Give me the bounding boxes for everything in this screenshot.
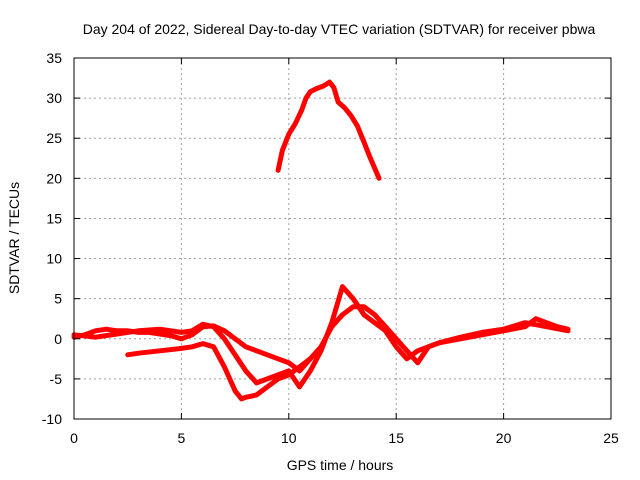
x-tick-label: 10 <box>281 430 297 446</box>
series-layer <box>71 79 571 402</box>
y-tick-label: 5 <box>54 291 62 307</box>
series-line-arc-d <box>275 79 382 181</box>
x-tick-label: 20 <box>496 430 512 446</box>
y-tick-label: 0 <box>54 331 62 347</box>
x-tick-label: 0 <box>70 430 78 446</box>
y-axis-label: SDTVAR / TECUs <box>6 182 22 294</box>
y-tick-label: 15 <box>46 210 62 226</box>
y-tick-label: 35 <box>46 50 62 66</box>
y-tick-label: 20 <box>46 170 62 186</box>
plot-frame <box>73 57 612 420</box>
x-tick-label: 15 <box>388 430 404 446</box>
y-tick-label: 25 <box>46 130 62 146</box>
series-line-arc-b <box>71 284 571 390</box>
series-line-arc-c <box>125 341 313 402</box>
tick-layer: 0 5 10 15 20 25 -10 -5 0 5 10 15 20 25 30 35 <box>42 50 619 446</box>
y-tick-label: 10 <box>46 251 62 267</box>
chart-title: Day 204 of 2022, Sidereal Day-to-day VTE… <box>83 21 596 37</box>
y-tick-label: -5 <box>50 371 63 387</box>
grid-layer <box>74 58 611 419</box>
x-tick-label: 5 <box>178 430 186 446</box>
y-tick-label: -10 <box>42 411 62 427</box>
x-axis-label: GPS time / hours <box>287 457 394 473</box>
x-tick-label: 25 <box>603 430 619 446</box>
y-tick-label: 30 <box>46 90 62 106</box>
